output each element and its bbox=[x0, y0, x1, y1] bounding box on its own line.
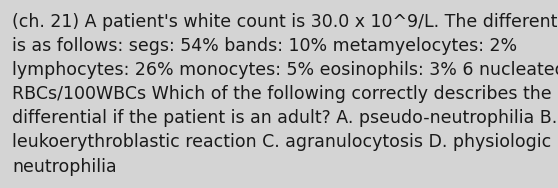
Text: lymphocytes: 26% monocytes: 5% eosinophils: 3% 6 nucleated: lymphocytes: 26% monocytes: 5% eosinophi… bbox=[12, 61, 558, 79]
Text: is as follows: segs: 54% bands: 10% metamyelocytes: 2%: is as follows: segs: 54% bands: 10% meta… bbox=[12, 37, 517, 55]
Text: RBCs/100WBCs Which of the following correctly describes the: RBCs/100WBCs Which of the following corr… bbox=[12, 85, 552, 103]
Text: (ch. 21) A patient's white count is 30.0 x 10^9/L. The differential: (ch. 21) A patient's white count is 30.0… bbox=[12, 13, 558, 31]
Text: leukoerythroblastic reaction C. agranulocytosis D. physiologic: leukoerythroblastic reaction C. agranulo… bbox=[12, 133, 551, 152]
Text: differential if the patient is an adult? A. pseudo-neutrophilia B.: differential if the patient is an adult?… bbox=[12, 109, 557, 127]
Text: neutrophilia: neutrophilia bbox=[12, 158, 117, 176]
